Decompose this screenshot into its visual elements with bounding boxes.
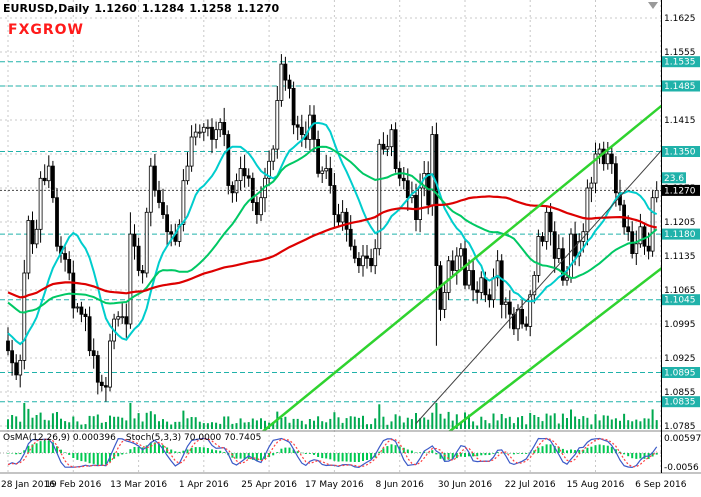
trendlines (261, 104, 661, 431)
indicator-labels: OsMA(12,26,9) 0.000396 Stoch(5,3,3) 70.00… (3, 433, 271, 443)
volume-bars (7, 403, 658, 429)
svg-text:13 Mar 2016: 13 Mar 2016 (110, 480, 167, 490)
osma-histogram (7, 440, 658, 466)
svg-text:1.0895: 1.0895 (664, 369, 696, 379)
svg-text:1.1350: 1.1350 (664, 148, 696, 158)
svg-text:1.1485: 1.1485 (664, 82, 696, 92)
stoch-d-line (7, 437, 658, 468)
svg-text:1.0835: 1.0835 (664, 398, 696, 408)
svg-text:1.1555: 1.1555 (664, 48, 696, 58)
stoch-label: Stoch(5,3,3) 70.0000 70.7405 (125, 433, 262, 443)
svg-text:30 Jun 2016: 30 Jun 2016 (438, 480, 492, 490)
svg-text:1.1625: 1.1625 (664, 14, 696, 24)
svg-text:1.1205: 1.1205 (664, 218, 696, 228)
svg-text:1.1535: 1.1535 (664, 58, 696, 68)
moving-averages (7, 121, 658, 346)
svg-text:22 Jul 2016: 22 Jul 2016 (505, 480, 556, 490)
price-tag (662, 56, 700, 68)
svg-text:17 May 2016: 17 May 2016 (305, 480, 364, 490)
price-tag (662, 228, 700, 240)
svg-text:1.1045: 1.1045 (664, 296, 696, 306)
ma-mid-line (7, 145, 658, 314)
broker-watermark: FXGROW (8, 22, 84, 38)
svg-text:28 Jan 2016: 28 Jan 2016 (1, 480, 55, 490)
svg-text:1.1180: 1.1180 (664, 230, 696, 240)
svg-text:25 Apr 2016: 25 Apr 2016 (241, 480, 297, 490)
channel-upper (261, 104, 661, 431)
svg-text:15 Aug 2016: 15 Aug 2016 (567, 480, 625, 490)
svg-text:23.6: 23.6 (664, 174, 684, 184)
osma-label: OsMA(12,26,9) 0.000396 (3, 433, 116, 443)
price-tag (662, 294, 700, 306)
indicator-axis-labels: 0.005975 -0.0056 (664, 434, 701, 473)
bar-open: 1.1260 (94, 2, 137, 15)
price-tag (662, 146, 700, 157)
symbol-timeframe: EURUSD,Daily (3, 2, 90, 15)
price-tag (662, 396, 700, 408)
trendline-thin (415, 150, 661, 424)
channel-lower (447, 267, 661, 431)
svg-text:1.0995: 1.0995 (664, 320, 696, 330)
svg-text:19 Feb 2016: 19 Feb 2016 (45, 480, 101, 490)
price-tag (662, 367, 700, 378)
stochastic-lines (7, 437, 658, 469)
ma-slow-line (7, 195, 657, 299)
bar-low: 1.1258 (189, 2, 232, 15)
svg-text:6 Sep 2016: 6 Sep 2016 (635, 480, 687, 490)
svg-text:1.1065: 1.1065 (664, 286, 696, 296)
svg-text:-0.0056: -0.0056 (664, 463, 699, 473)
bar-close: 1.1270 (236, 2, 280, 15)
price-tag (662, 184, 700, 196)
svg-text:1 Apr 2016: 1 Apr 2016 (179, 480, 229, 490)
svg-text:0.005975: 0.005975 (664, 434, 701, 444)
bar-high: 1.1284 (141, 2, 185, 15)
svg-text:1.1415: 1.1415 (664, 116, 696, 126)
ma-fast-line (7, 121, 658, 346)
chart-header: EURUSD,Daily 1.1260 1.1284 1.1258 1.1270 (3, 2, 284, 15)
svg-text:1.0925: 1.0925 (664, 354, 696, 364)
svg-text:1.0785: 1.0785 (664, 422, 696, 432)
chart-shift-marker (648, 2, 658, 9)
price-tag (662, 172, 686, 184)
price-tag (662, 80, 700, 92)
horizontal-level-lines (0, 61, 661, 403)
svg-text:1.1135: 1.1135 (664, 252, 696, 262)
svg-text:1.0855: 1.0855 (664, 388, 696, 398)
svg-text:1.1270: 1.1270 (664, 186, 696, 196)
svg-text:8 Jun 2016: 8 Jun 2016 (375, 480, 424, 490)
